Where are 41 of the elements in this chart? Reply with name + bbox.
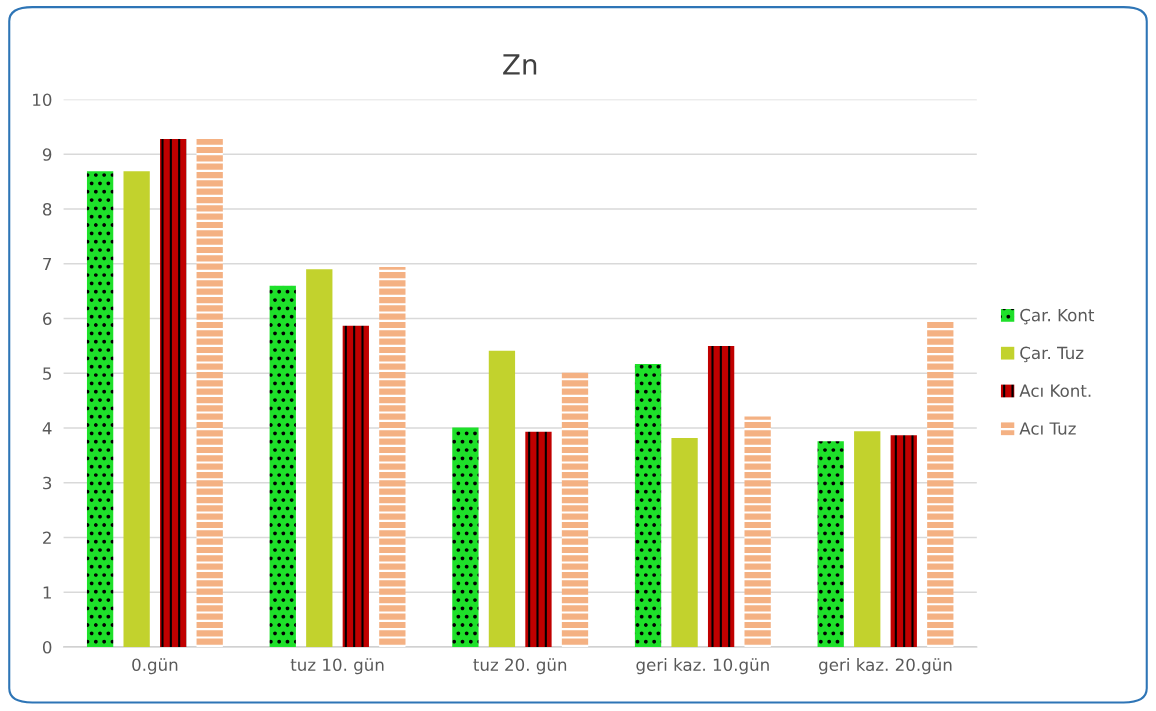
bar — [86, 171, 114, 648]
bar — [525, 431, 552, 648]
bar — [488, 350, 516, 648]
bar — [744, 416, 771, 648]
y-tick-label: 8 — [42, 203, 52, 216]
bar — [269, 285, 296, 648]
bar — [817, 441, 844, 648]
x-tick-label: tuz 10. gün — [290, 658, 384, 675]
bar — [160, 138, 187, 648]
bar — [452, 427, 479, 648]
bar — [196, 138, 223, 648]
y-tick-label: 1 — [43, 586, 51, 599]
legend-label: Acı Tuz — [1019, 422, 1076, 435]
y-tick-label: 2 — [43, 531, 51, 544]
legend-label: Çar. Tuz — [1020, 346, 1084, 363]
x-tick-label: tuz 20. gün — [473, 658, 567, 675]
y-tick-label: 5 — [43, 367, 52, 380]
y-tick-label: 10 — [33, 93, 52, 107]
bar — [123, 171, 150, 648]
y-tick-label: 4 — [42, 422, 52, 435]
x-tick-label: 0.gün — [132, 658, 178, 675]
bar — [927, 321, 954, 648]
legend-label: Çar. Kont — [1020, 308, 1095, 325]
bar — [671, 437, 698, 648]
y-tick-label: 3 — [43, 476, 52, 490]
bar — [707, 345, 735, 648]
chart-title: Zn — [503, 54, 537, 75]
y-tick-label: 9 — [42, 148, 52, 161]
x-tick-label: geri kaz. 10.gün — [636, 658, 769, 675]
bar — [379, 267, 406, 648]
x-tick-label: geri kaz. 20.gün — [819, 658, 952, 675]
bar — [306, 269, 333, 648]
y-tick-label: 6 — [43, 312, 52, 326]
bar — [890, 435, 917, 648]
legend-label: Acı Kont. — [1019, 384, 1091, 398]
y-tick-label: 7 — [43, 257, 52, 271]
bar — [561, 372, 589, 648]
bar — [854, 431, 881, 648]
bar — [342, 325, 369, 648]
y-tick-label: 0 — [42, 640, 52, 654]
bar — [634, 363, 662, 648]
